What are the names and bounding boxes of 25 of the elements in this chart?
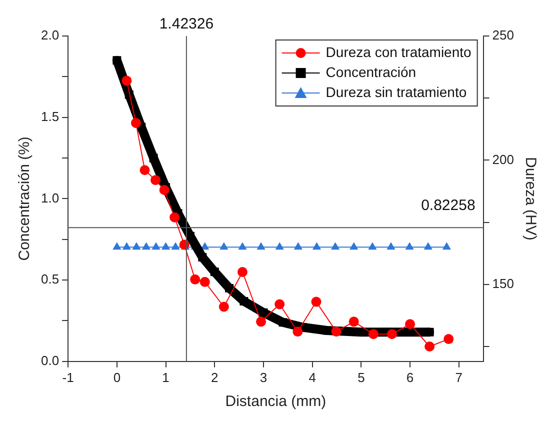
y2-tick-label: 150 — [492, 276, 514, 291]
y2-tick-label: 250 — [492, 28, 514, 43]
x-axis-title: Distancia (mm) — [225, 393, 326, 410]
x-tick-label: 5 — [358, 370, 365, 385]
x-tick-label: 4 — [308, 370, 316, 385]
y-tick-label: 2.0 — [40, 28, 60, 43]
x-tick-label: 6 — [406, 370, 414, 385]
x-tick-label: 7 — [455, 370, 462, 385]
y2-axis-title: Dureza (HV) — [522, 157, 539, 240]
legend-label: Concentración — [326, 64, 416, 80]
y-tick-label: 1.0 — [40, 190, 60, 206]
y-tick-label: 1.5 — [40, 108, 60, 124]
ref-line-label: 0.82258 — [421, 197, 476, 214]
y2-tick-label: 200 — [492, 152, 514, 167]
x-tick-label: 3 — [260, 370, 268, 385]
x-tick-label: 1 — [162, 370, 170, 385]
legend-label: Dureza sin tratamiento — [326, 84, 467, 100]
y-tick-label: 0.0 — [40, 352, 60, 368]
legend-label: Dureza con tratamiento — [326, 44, 472, 60]
x-tick-label: 2 — [211, 370, 218, 385]
y-tick-label: 0.5 — [40, 272, 60, 287]
x-tick-label: 0 — [113, 370, 121, 385]
x-tick-label: -1 — [62, 370, 74, 385]
ref-line-label: 1.42326 — [159, 16, 214, 33]
y-axis-title: Concentración (%) — [16, 136, 34, 261]
